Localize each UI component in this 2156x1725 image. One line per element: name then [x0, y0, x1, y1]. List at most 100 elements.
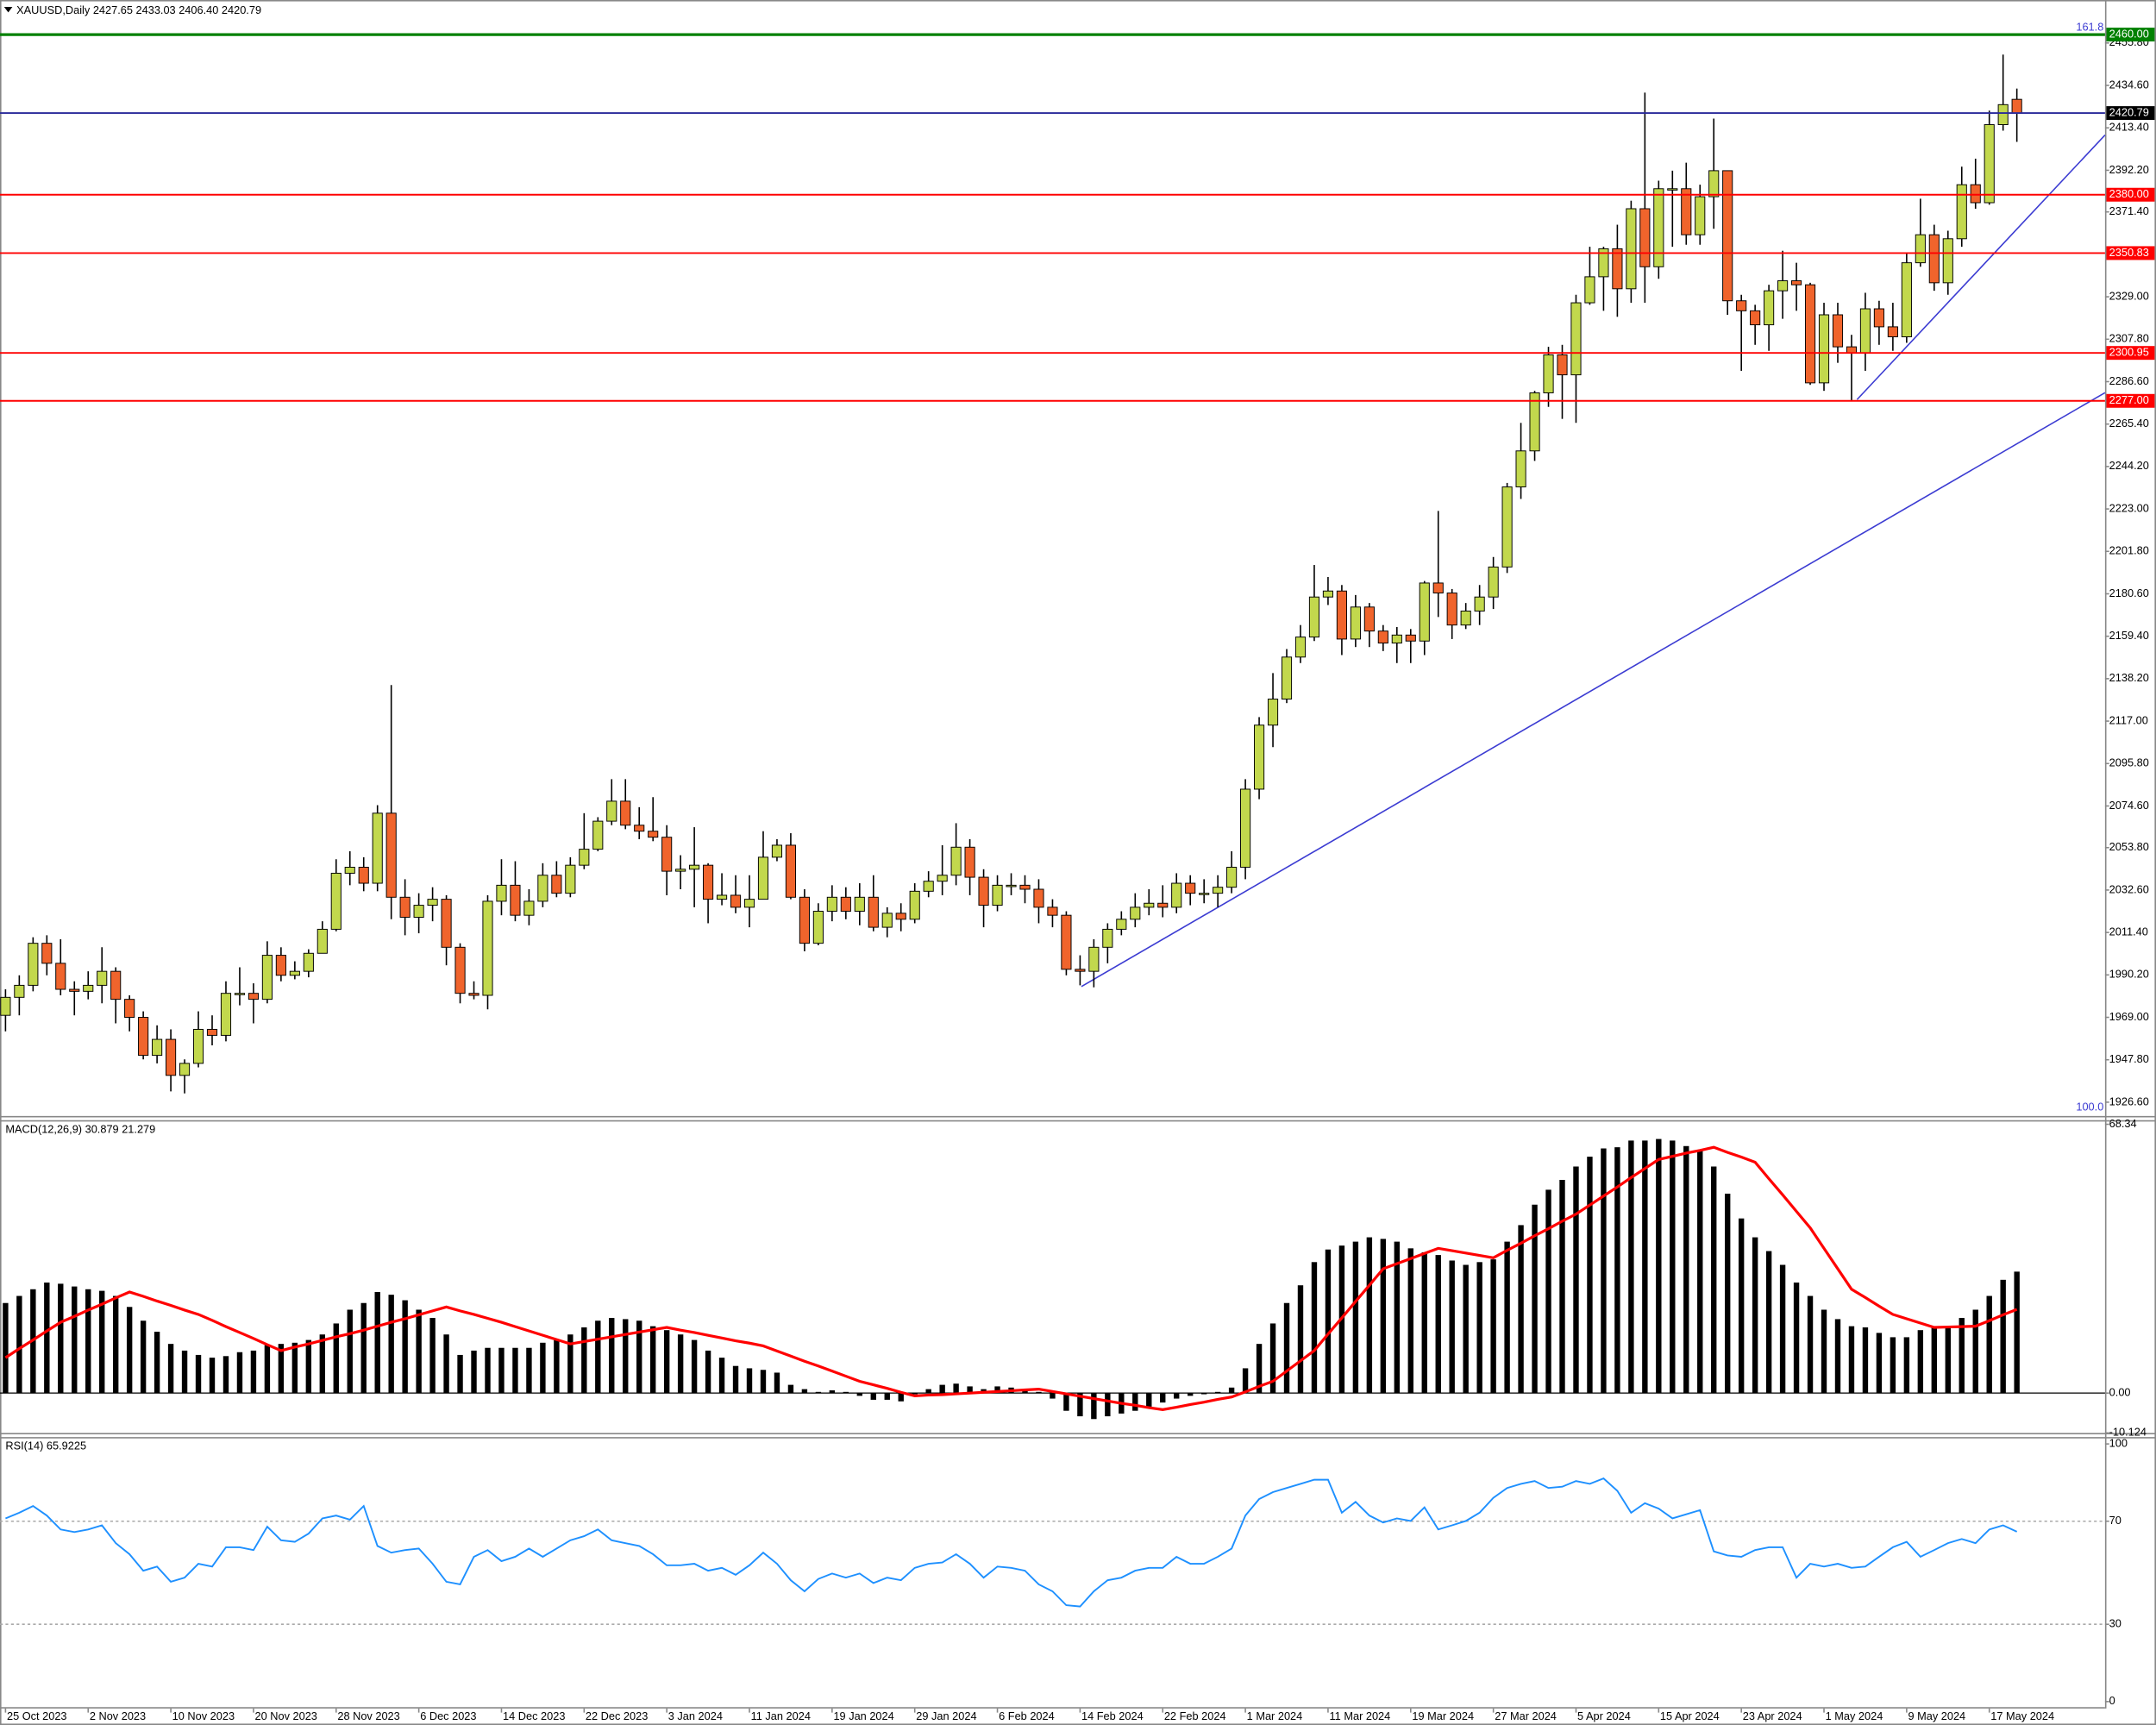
histogram-bar [388, 1295, 394, 1394]
candle-body [275, 955, 286, 976]
candle-body [909, 890, 920, 920]
candle-body [441, 899, 452, 948]
histogram-bar [1435, 1255, 1441, 1394]
candle-body [1446, 593, 1457, 626]
candle-body [1901, 262, 1912, 337]
histogram-bar [1132, 1393, 1138, 1411]
x-tick-label: 25 Oct 2023 [7, 1709, 67, 1722]
candle-body [124, 999, 135, 1019]
level-label: 2300.95 [2109, 346, 2149, 359]
histogram-bar [1670, 1140, 1676, 1394]
x-tick-label: 20 Nov 2023 [255, 1709, 317, 1722]
histogram-bar [429, 1318, 436, 1394]
candle-body [1626, 208, 1637, 290]
candle-body [1308, 596, 1320, 638]
histogram-bar [1821, 1309, 1827, 1394]
y-tick-label: -10.124 [2109, 1426, 2147, 1439]
candle-body [1667, 188, 1678, 191]
histogram-bar [1862, 1327, 1869, 1394]
histogram-bar [1394, 1241, 1401, 1394]
candle-body [28, 943, 39, 986]
candle-body [1832, 314, 1844, 348]
menu-arrow [3, 6, 13, 13]
histogram-bar [1518, 1225, 1524, 1394]
rsi-title: RSI(14) 65.9225 [5, 1440, 86, 1452]
histogram-bar [554, 1339, 560, 1394]
candle-body [1185, 882, 1196, 894]
candle-body [482, 900, 493, 996]
histogram-bar [1793, 1283, 1800, 1394]
histogram-bar [856, 1393, 862, 1396]
candle-body [1019, 884, 1031, 890]
histogram-bar [1105, 1393, 1111, 1417]
candle-body [1915, 234, 1926, 264]
histogram-bar [1642, 1140, 1648, 1394]
candle-body [1226, 866, 1238, 888]
x-tick-label: 28 Nov 2023 [337, 1709, 399, 1722]
candle-body [344, 866, 355, 874]
y-tick-label: 2434.60 [2109, 78, 2149, 91]
histogram-bar [1656, 1138, 1662, 1394]
histogram-bar [195, 1354, 202, 1394]
y-tick-label: 2117.00 [2109, 713, 2148, 726]
histogram-bar [829, 1389, 836, 1394]
candle-body [523, 900, 535, 916]
histogram-bar [1711, 1166, 1717, 1394]
y-tick-label: 2074.60 [2109, 799, 2149, 812]
histogram-bar [1807, 1295, 1814, 1394]
histogram-bar [912, 1393, 918, 1395]
histogram-bar [595, 1320, 601, 1394]
candle-body [2011, 98, 2022, 114]
histogram-bar [1283, 1302, 1290, 1394]
histogram-bar [1050, 1393, 1056, 1399]
level-label: 2380.00 [2109, 187, 2149, 200]
level-label-box [2106, 28, 2155, 42]
histogram-bar [925, 1389, 931, 1394]
candle-body [1543, 354, 1554, 393]
candle-body [634, 825, 645, 832]
histogram-bar [1242, 1368, 1249, 1394]
histogram-bar [1972, 1309, 1978, 1394]
histogram-bar [457, 1354, 463, 1394]
histogram-bar [1834, 1319, 1841, 1394]
x-tick-label: 10 Nov 2023 [172, 1709, 235, 1722]
level-label-box [2106, 393, 2155, 408]
candle-body [1750, 310, 1761, 326]
candle-body [1736, 300, 1747, 311]
histogram-bar [1146, 1393, 1152, 1408]
candle-body [1570, 302, 1582, 376]
level-label-box [2106, 346, 2155, 361]
histogram-bar [526, 1347, 532, 1394]
candle-body [385, 812, 397, 898]
candle-body [83, 984, 94, 992]
candle-body [730, 894, 742, 908]
y-tick-label: 2329.00 [2109, 289, 2149, 302]
histogram-bar [1200, 1393, 1207, 1395]
histogram-bar [1352, 1241, 1359, 1394]
x-tick-label: 9 May 2024 [1908, 1709, 1965, 1722]
histogram-bar [85, 1289, 91, 1394]
candle-body [1764, 290, 1775, 326]
candle-body [895, 913, 906, 920]
candle-body [192, 1028, 204, 1064]
candle-body [220, 993, 232, 1036]
y-tick-label: 2011.40 [2109, 925, 2148, 938]
histogram-bar [801, 1389, 808, 1394]
candle-body [1405, 634, 1416, 642]
histogram-bar [1297, 1285, 1304, 1394]
candle-body [675, 869, 686, 872]
candle-body [1432, 582, 1444, 594]
histogram-bar [58, 1283, 64, 1394]
histogram-bar [1545, 1189, 1551, 1394]
histogram-bar [319, 1334, 325, 1394]
histogram-bar [1725, 1193, 1731, 1394]
fib-label: 161.8 [2076, 20, 2103, 33]
x-tick-label: 6 Feb 2024 [999, 1709, 1055, 1722]
candle-body [1639, 208, 1651, 267]
x-tick-label: 6 Dec 2023 [420, 1709, 476, 1722]
candle-body [0, 996, 11, 1016]
histogram-bar [278, 1344, 285, 1394]
histogram-bar [953, 1383, 959, 1394]
candle-body [1006, 884, 1017, 888]
